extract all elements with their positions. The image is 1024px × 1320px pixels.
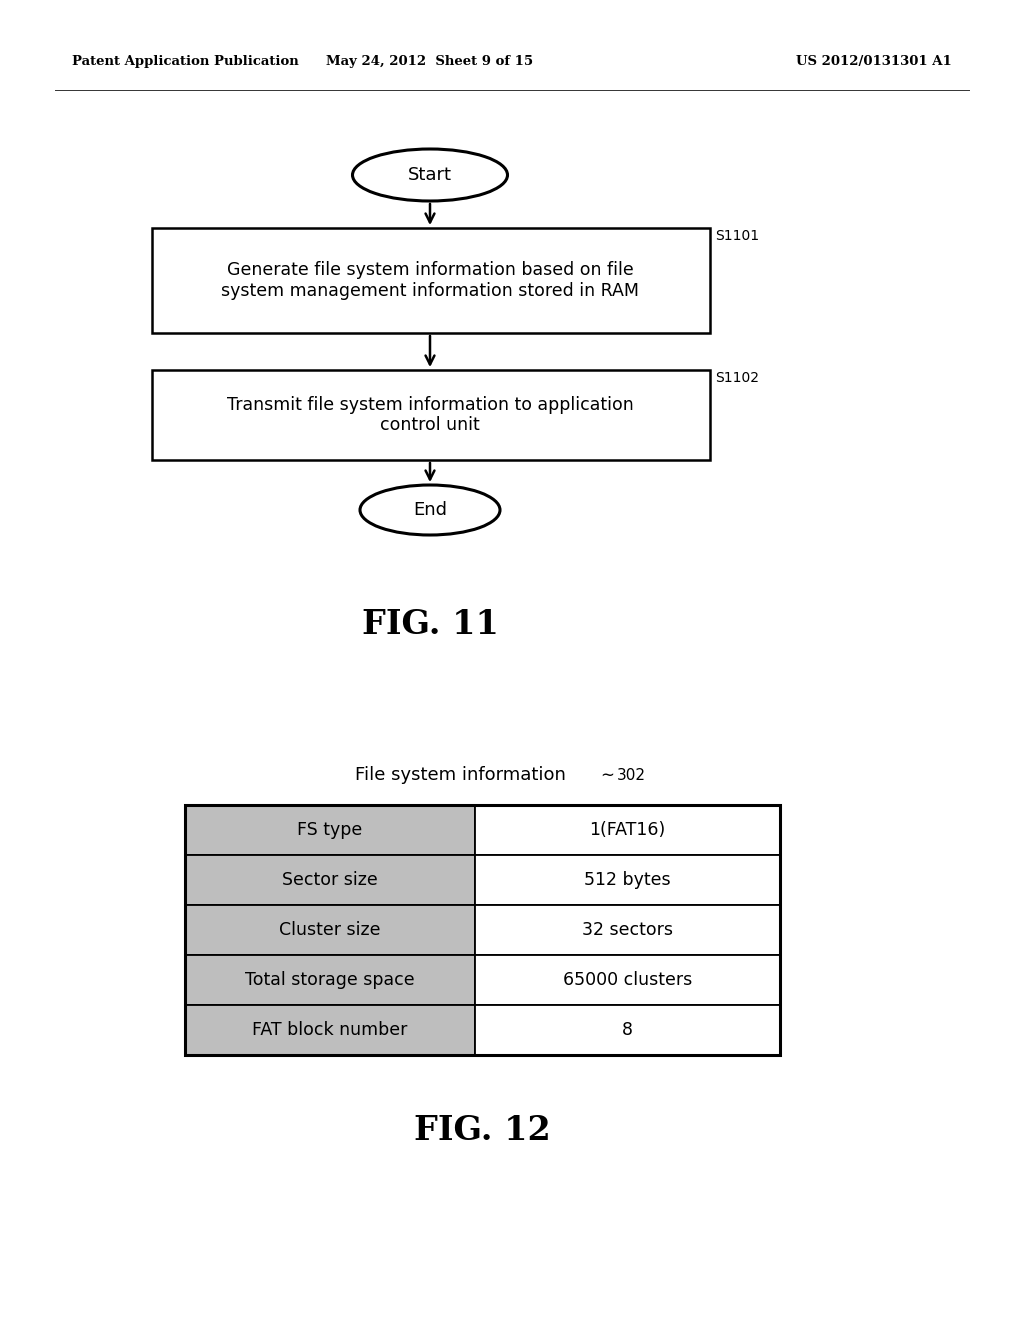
Bar: [185, 805, 475, 855]
Text: ∼: ∼: [600, 766, 613, 784]
Text: 512 bytes: 512 bytes: [584, 871, 671, 888]
Text: 302: 302: [617, 767, 646, 783]
Bar: [152, 370, 710, 459]
Bar: [475, 1005, 780, 1055]
Bar: [185, 954, 475, 1005]
Bar: [152, 228, 710, 333]
Text: S1102: S1102: [715, 371, 759, 385]
Bar: [475, 954, 780, 1005]
Text: 32 sectors: 32 sectors: [582, 921, 673, 939]
Text: FIG. 11: FIG. 11: [361, 609, 499, 642]
Text: 1(FAT16): 1(FAT16): [590, 821, 666, 840]
Text: Cluster size: Cluster size: [280, 921, 381, 939]
Ellipse shape: [352, 149, 508, 201]
Text: Start: Start: [408, 166, 452, 183]
Bar: [185, 805, 780, 1055]
Text: US 2012/0131301 A1: US 2012/0131301 A1: [797, 55, 952, 69]
Text: FS type: FS type: [297, 821, 362, 840]
Text: File system information: File system information: [355, 766, 566, 784]
Text: May 24, 2012  Sheet 9 of 15: May 24, 2012 Sheet 9 of 15: [327, 55, 534, 69]
Bar: [475, 906, 780, 954]
Text: FAT block number: FAT block number: [252, 1020, 408, 1039]
Text: Sector size: Sector size: [283, 871, 378, 888]
Bar: [185, 906, 475, 954]
Text: Transmit file system information to application
control unit: Transmit file system information to appl…: [226, 396, 634, 434]
Text: 8: 8: [622, 1020, 633, 1039]
Ellipse shape: [360, 484, 500, 535]
Text: S1101: S1101: [715, 228, 759, 243]
Bar: [475, 805, 780, 855]
Text: Generate file system information based on file
system management information sto: Generate file system information based o…: [221, 261, 639, 300]
Bar: [475, 855, 780, 906]
Text: Patent Application Publication: Patent Application Publication: [72, 55, 299, 69]
Text: End: End: [413, 502, 447, 519]
Text: 65000 clusters: 65000 clusters: [563, 972, 692, 989]
Bar: [185, 1005, 475, 1055]
Text: FIG. 12: FIG. 12: [414, 1114, 550, 1147]
Bar: [185, 855, 475, 906]
Text: Total storage space: Total storage space: [245, 972, 415, 989]
